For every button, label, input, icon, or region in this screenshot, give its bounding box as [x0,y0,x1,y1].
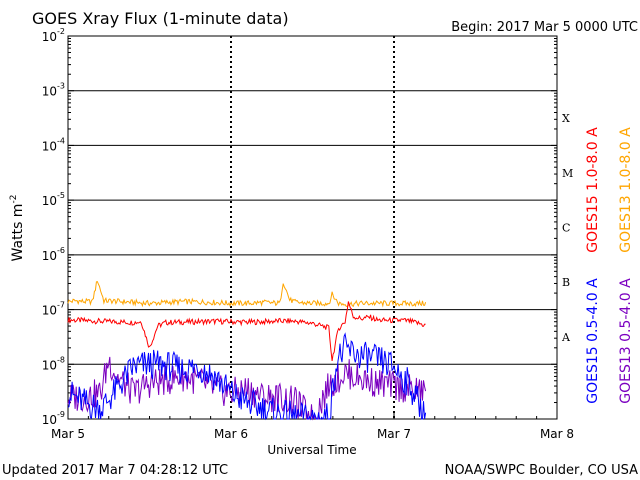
series-line-goes13-1-0-8-0-a [67,280,427,308]
y-tick-label: 10-8 [42,355,65,372]
flare-class-X: X [562,112,570,125]
y-axis-label: Watts m-2 [9,195,26,262]
chart-title: GOES Xray Flux (1-minute data) [32,9,289,28]
flare-class-labels: A B C M X [561,112,573,344]
legend-entry: GOES15 0.5-4.0 A [585,278,601,404]
y-tick-label: 10-7 [42,301,65,318]
begin-label: Begin: 2017 Mar 5 0000 UTC [451,20,638,35]
flare-class-C: C [562,222,570,235]
x-axis-ticks: Mar 5 Mar 6 Mar 7 Mar 8 [51,413,574,441]
plot-frame [67,35,558,420]
y-tick-label: 10-6 [42,246,65,263]
flare-class-M: M [562,167,573,180]
legend-entry: GOES15 1.0-8.0 A [585,127,601,253]
y-tick-label: 10-3 [42,82,65,99]
series-line-goes15-0-5-4-0-a [67,332,427,421]
x-tick-label: Mar 8 [540,427,574,441]
y-axis-ticks: 10-9 10-8 10-7 10-6 10-5 10-4 10-3 10-2 [42,27,557,427]
y-tick-label: 10-9 [42,410,65,427]
y-tick-label: 10-5 [42,191,65,208]
legend-entry: GOES13 0.5-4.0 A [618,278,634,404]
y-tick-label: 10-4 [42,136,65,153]
legend-entry: GOES13 1.0-8.0 A [618,127,634,253]
flare-class-B: B [562,276,570,289]
y-tick-label: 10-2 [42,27,65,44]
x-tick-label: Mar 6 [214,427,248,441]
y-axis-label-text: Watts m [10,204,26,262]
credit-label: NOAA/SWPC Boulder, CO USA [445,463,638,478]
data-series [67,280,427,421]
svg-text:Watts m-2: Watts m-2 [9,195,26,262]
updated-label: Updated 2017 Mar 7 04:28:12 UTC [2,463,228,478]
x-axis-label: Universal Time [267,443,356,457]
x-tick-label: Mar 7 [377,427,411,441]
legend: GOES15 1.0-8.0 A GOES13 1.0-8.0 A GOES15 0… [585,127,634,404]
grid-lines [68,36,557,419]
flare-class-A: A [561,331,571,344]
y-axis-label-exp: -2 [9,195,19,204]
series-line-goes15-1-0-8-0-a [67,301,426,361]
x-tick-label: Mar 5 [51,427,85,441]
